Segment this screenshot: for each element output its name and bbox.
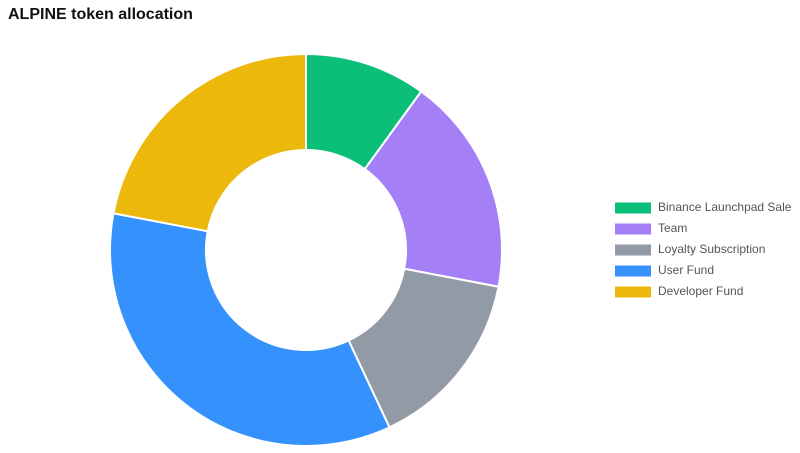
legend-label: Team [658, 221, 687, 235]
legend-swatch [615, 202, 651, 214]
donut-slice [109, 212, 391, 447]
legend-swatch [615, 265, 651, 277]
donut-slice [112, 52, 307, 233]
legend-swatch [615, 244, 651, 256]
donut-slice [363, 90, 503, 288]
legend-swatch [615, 223, 651, 235]
chart-title: ALPINE token allocation [8, 6, 193, 23]
legend-label: Loyalty Subscription [658, 242, 765, 256]
legend-swatch [615, 286, 651, 298]
legend-label: User Fund [658, 263, 714, 277]
legend-label: Binance Launchpad Sale [658, 200, 792, 214]
legend-label: Developer Fund [658, 284, 743, 298]
